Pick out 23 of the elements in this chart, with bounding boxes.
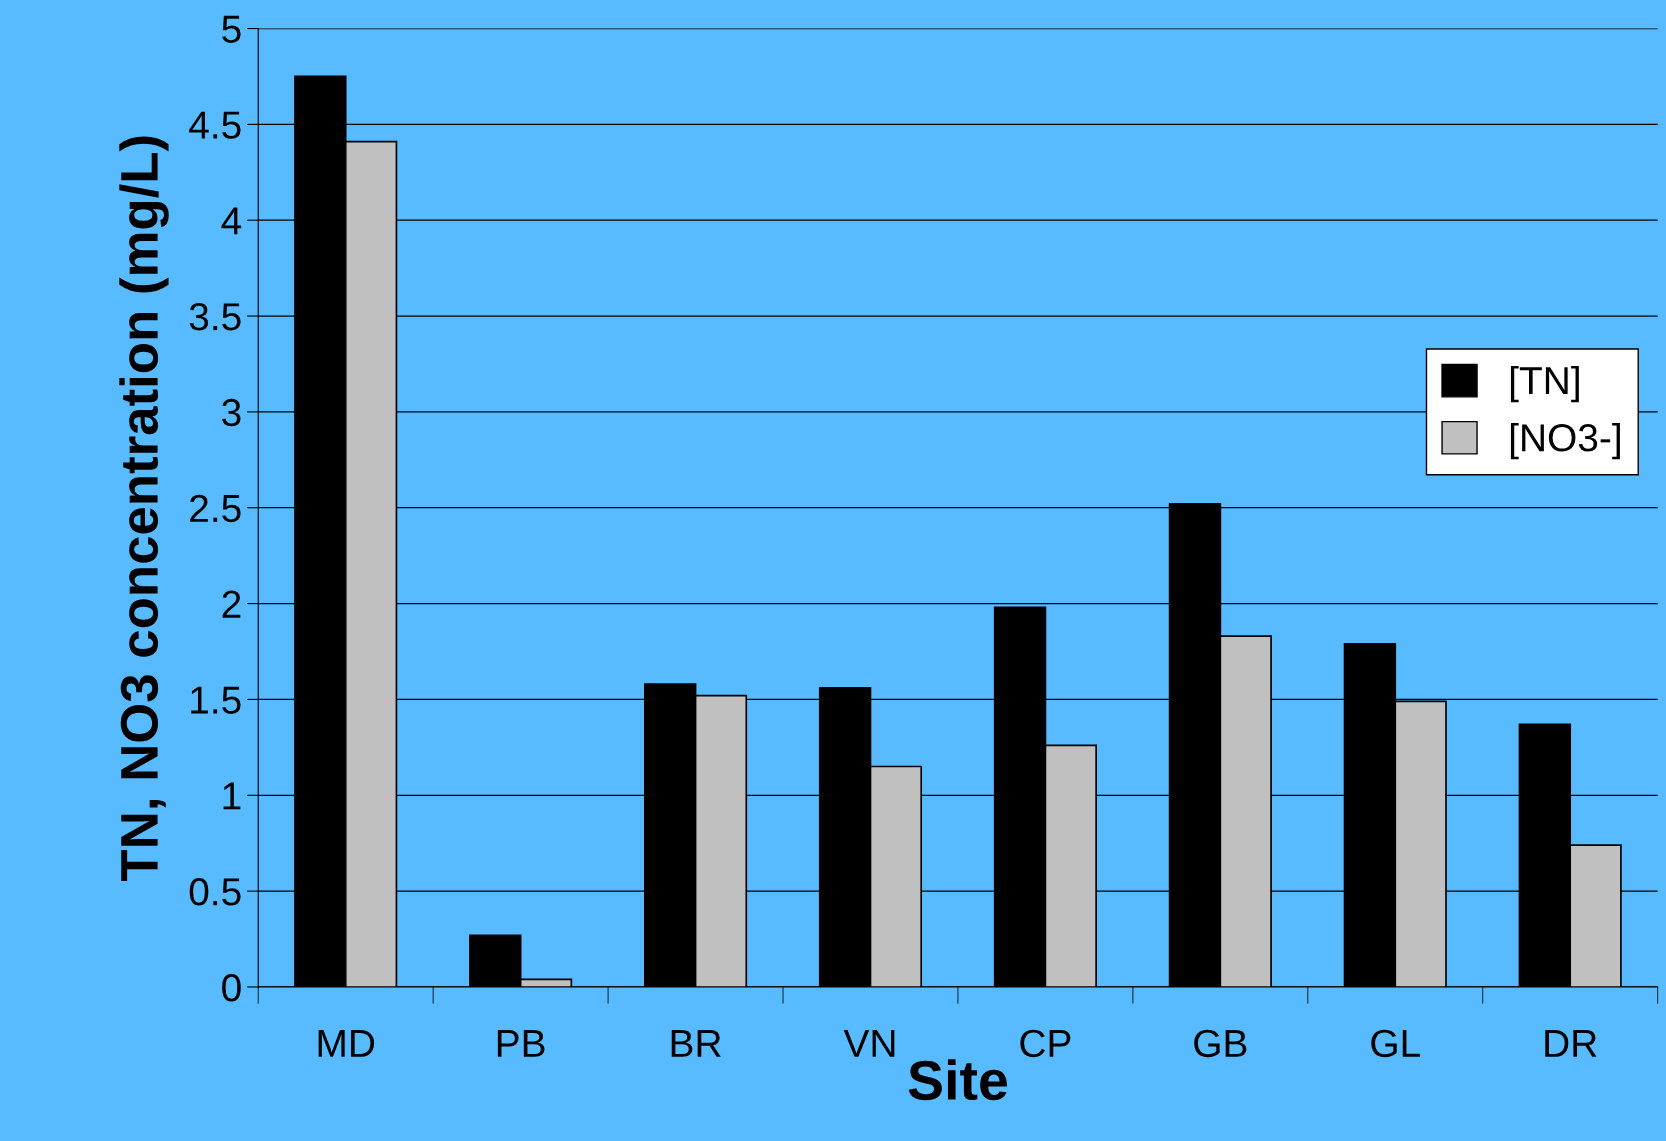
x-tick-label: GL xyxy=(1371,1029,1420,1058)
x-tick-label: GB xyxy=(1194,1029,1247,1058)
x-axis-title: Site xyxy=(908,1059,1007,1101)
y-tick-label: 0.5 xyxy=(189,878,241,906)
y-tick-label: 4.5 xyxy=(189,111,241,139)
x-tick-label: BR xyxy=(671,1030,721,1057)
y-tick-label: 1.5 xyxy=(191,686,241,714)
y-tick-label: 4 xyxy=(221,207,242,235)
y-tick-label: 2 xyxy=(222,590,241,618)
y-tick-label: 2.5 xyxy=(190,494,241,523)
y-tick-label: 5 xyxy=(222,15,241,43)
x-tick-label: DR xyxy=(1545,1030,1597,1057)
y-axis-title: TN, NO3 concentration (mg/L) xyxy=(119,136,169,881)
y-tick-label: 1 xyxy=(223,782,241,810)
y-tick-label: 0 xyxy=(222,973,241,1002)
x-tick-label: VN xyxy=(843,1030,895,1057)
y-tick-label: 3 xyxy=(222,398,241,427)
x-tick-label: PB xyxy=(497,1030,545,1057)
legend-label: [NO3-] xyxy=(1510,423,1620,460)
x-tick-label: CP xyxy=(1020,1029,1071,1058)
x-tick-label: MD xyxy=(318,1030,375,1057)
legend-label: [TN] xyxy=(1510,365,1579,403)
y-tick-label: 3.5 xyxy=(189,302,241,331)
